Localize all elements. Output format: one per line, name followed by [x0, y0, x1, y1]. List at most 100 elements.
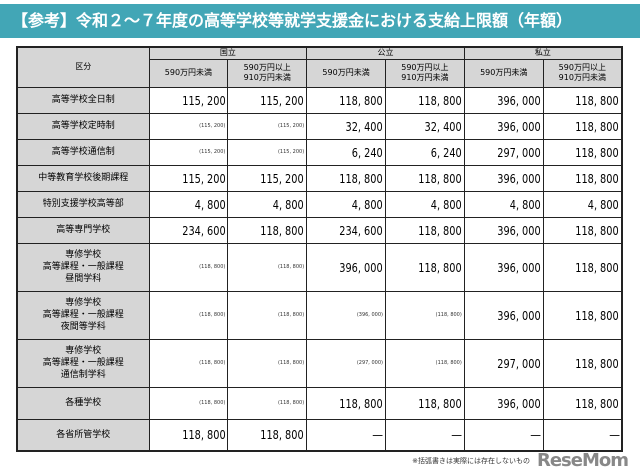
amount-value: 118, 800: [575, 144, 619, 160]
amount-value: 396, 000: [339, 259, 383, 275]
amount-cell: 396, 000: [463, 164, 544, 192]
amount-value: (118, 800): [199, 360, 226, 366]
amount-cell: (118, 800): [227, 290, 308, 340]
amount-value: 4, 800: [351, 196, 383, 212]
amount-cell: (118, 800): [384, 338, 465, 388]
amount-cell: 4, 800: [306, 190, 386, 218]
amount-cell: 118, 800: [384, 86, 465, 114]
amount-cell: 32, 400: [384, 112, 465, 140]
amount-cell: 4, 800: [148, 190, 229, 218]
amount-cell: ―: [463, 418, 544, 452]
amount-value: (115, 200): [199, 149, 226, 155]
amount-value: 118, 800: [339, 92, 383, 108]
table-row: 中等教育学校後期課程 115, 200 115, 200 118, 800 118, 8…: [16, 164, 623, 192]
amount-value: 234, 600: [181, 222, 226, 238]
amount-value: 4, 800: [273, 196, 305, 212]
amount-value: (118, 800): [199, 400, 226, 406]
row-label: 高等学校通信制: [16, 138, 150, 166]
amount-cell: 4, 800: [384, 190, 465, 218]
amount-cell: (118, 800): [227, 386, 308, 420]
amount-cell: 118, 800: [542, 86, 623, 114]
amount-cell: 4, 800: [463, 190, 544, 218]
amount-cell: 118, 800: [384, 164, 465, 192]
header-category: 区分: [16, 46, 150, 88]
amount-cell: 118, 800: [227, 418, 308, 452]
header-private: 私立: [463, 46, 623, 60]
amount-value: 118, 800: [575, 355, 619, 371]
table-row: 専修学校 高等課程・一般課程 通信制学科 (118, 800) (118, 800)…: [16, 338, 623, 388]
amount-value: 118, 800: [260, 222, 305, 238]
amount-cell: 396, 000: [306, 242, 386, 292]
amount-cell: 118, 800: [306, 386, 386, 420]
amount-value: (115, 200): [277, 149, 305, 155]
amount-value: (118, 800): [199, 264, 226, 270]
amount-value: (118, 800): [277, 264, 305, 270]
footnote: ※括弧書きは実際には存在しないもの: [412, 457, 530, 465]
amount-value: 118, 800: [418, 222, 462, 238]
amount-value: 118, 800: [339, 170, 383, 186]
amount-cell: 118, 800: [384, 216, 465, 244]
row-label: 中等教育学校後期課程: [16, 164, 150, 192]
amount-cell: (115, 200): [227, 138, 308, 166]
amount-value: 4, 800: [509, 196, 541, 212]
table-row: 各種学校 (118, 800) (118, 800) 118, 800 118, 800…: [16, 386, 623, 420]
amount-cell: 118, 800: [306, 164, 386, 192]
amount-cell: 396, 000: [463, 386, 544, 420]
amount-cell: 396, 000: [463, 86, 544, 114]
amount-value: 115, 200: [181, 92, 226, 108]
amount-cell: ―: [384, 418, 465, 452]
amount-value: (118, 800): [277, 360, 305, 366]
amount-value: 396, 000: [497, 259, 541, 275]
amount-cell: 396, 000: [463, 216, 544, 244]
amount-value: 396, 000: [497, 307, 541, 323]
amount-value: 118, 800: [575, 307, 619, 323]
amount-cell: 396, 000: [463, 112, 544, 140]
header-income-bracket: 590万円未満: [463, 58, 544, 88]
amount-value: 118, 800: [418, 395, 462, 411]
amount-value: 118, 800: [575, 259, 619, 275]
amount-value: (115, 200): [277, 123, 305, 129]
amount-cell: (115, 200): [148, 112, 229, 140]
amount-cell: (118, 800): [227, 242, 308, 292]
amount-cell: 234, 600: [148, 216, 229, 244]
amount-cell: (118, 800): [384, 290, 465, 340]
amount-value: 115, 200: [181, 170, 226, 186]
amount-cell: 118, 800: [227, 216, 308, 244]
row-label: 高等専門学校: [16, 216, 150, 244]
header-income-bracket: 590万円以上 910万円未満: [542, 58, 623, 88]
amount-cell: (118, 800): [148, 290, 229, 340]
table-row: 高等学校通信制 (115, 200) (115, 200) 6, 240 6, 240 2…: [16, 138, 623, 166]
row-label: 各省所管学校: [16, 418, 150, 452]
header-public: 公立: [306, 46, 465, 60]
amount-cell: 115, 200: [227, 164, 308, 192]
amount-value: 118, 800: [575, 395, 619, 411]
amount-value: ―: [452, 427, 462, 443]
table-row: 専修学校 高等課程・一般課程 昼間学科 (118, 800) (118, 800) 3…: [16, 242, 623, 292]
amount-value: (396, 000): [356, 312, 383, 318]
amount-cell: 118, 800: [542, 164, 623, 192]
amount-cell: 32, 400: [306, 112, 386, 140]
amount-value: 32, 400: [424, 118, 462, 134]
amount-value: 118, 800: [575, 222, 619, 238]
amount-cell: 118, 800: [542, 386, 623, 420]
header-income-bracket: 590万円以上 910万円未満: [384, 58, 465, 88]
amount-cell: 118, 800: [148, 418, 229, 452]
amount-value: 118, 800: [418, 170, 462, 186]
amount-value: 396, 000: [497, 92, 541, 108]
amount-value: 118, 800: [181, 427, 226, 443]
amount-value: (118, 800): [277, 312, 305, 318]
amount-value: 118, 800: [339, 395, 383, 411]
amount-cell: 115, 200: [227, 86, 308, 114]
amount-value: 118, 800: [575, 118, 619, 134]
amount-value: 118, 800: [575, 92, 619, 108]
amount-cell: 118, 800: [306, 86, 386, 114]
amount-value: 396, 000: [497, 170, 541, 186]
amount-cell: (396, 000): [306, 290, 386, 340]
table-row: 高等専門学校 234, 600 118, 800 234, 600 118, 800 39…: [16, 216, 623, 244]
amount-value: 6, 240: [430, 144, 462, 160]
amount-cell: 118, 800: [384, 242, 465, 292]
amount-value: 396, 000: [497, 222, 541, 238]
amount-cell: 396, 000: [463, 242, 544, 292]
table-row: 特別支援学校高等部 4, 800 4, 800 4, 800 4, 800 4, 800 4…: [16, 190, 623, 218]
amount-cell: (118, 800): [148, 386, 229, 420]
